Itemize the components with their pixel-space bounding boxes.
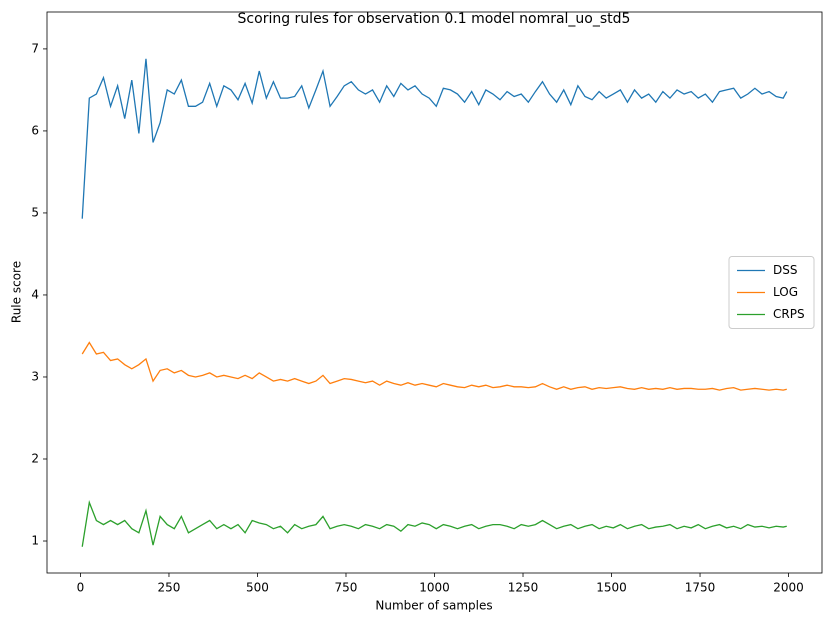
x-tick-label: 2000 [773,581,804,595]
y-tick-label: 1 [31,534,39,548]
chart-title: Scoring rules for observation 0.1 model … [238,11,631,27]
legend-label: DSS [773,263,797,277]
y-tick-label: 2 [31,451,39,465]
legend-box [728,256,815,329]
legend-label: CRPS [773,307,805,321]
x-axis-label: Number of samples [375,599,492,613]
x-tick-label: 500 [246,581,269,595]
x-tick-label: 1250 [508,581,539,595]
series-line [81,341,787,391]
y-tick-label: 3 [31,369,39,383]
plot-frame [46,11,823,574]
series-line [81,500,787,547]
y-axis-label: Rule score [10,261,24,323]
x-tick-label: 1750 [685,581,716,595]
x-tick-label: 750 [335,581,358,595]
y-tick-label: 4 [31,287,39,301]
series-line [81,58,788,219]
x-tick-label: 0 [77,581,85,595]
y-tick-label: 5 [31,205,39,219]
y-tick-label: 6 [31,123,39,137]
x-tick-label: 1000 [419,581,450,595]
x-tick-label: 250 [158,581,181,595]
y-tick-label: 7 [31,41,39,55]
legend-label: LOG [773,285,798,299]
x-tick-label: 1500 [596,581,627,595]
